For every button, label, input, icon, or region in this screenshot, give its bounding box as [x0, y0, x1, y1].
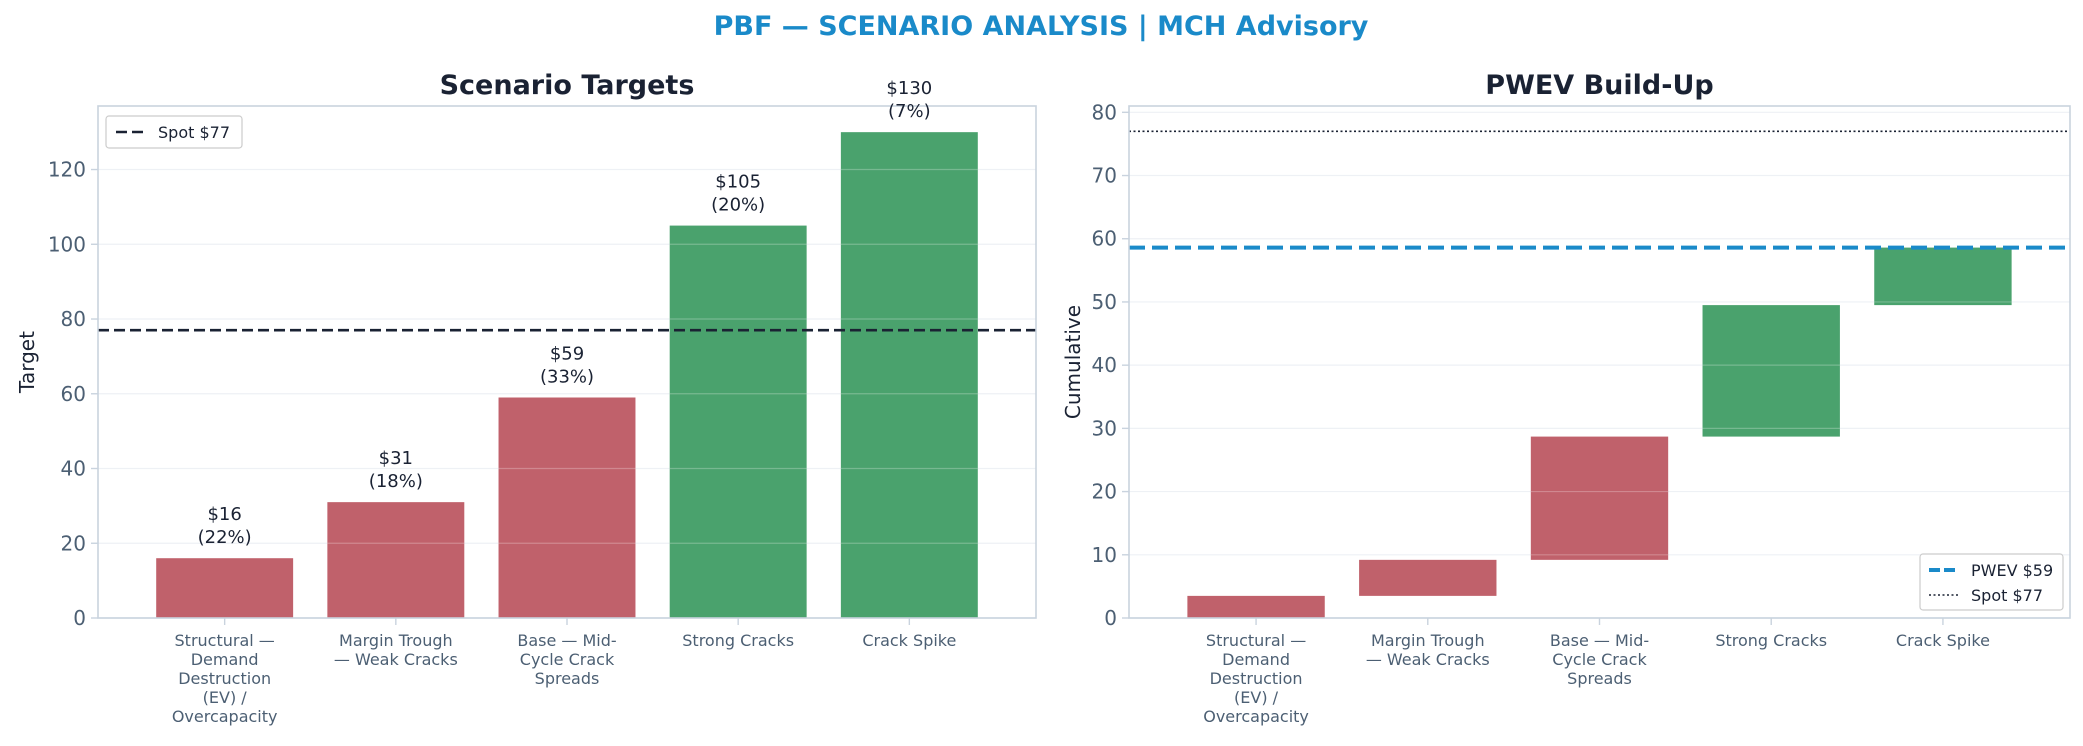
- y-tick-label: 0: [1104, 606, 1117, 630]
- x-tick-label-line: Demand: [191, 650, 259, 669]
- y-tick-label: 60: [1092, 227, 1117, 251]
- x-tick-label-line: Destruction: [1210, 669, 1303, 688]
- x-tick-label: Strong Cracks: [682, 631, 794, 650]
- y-tick-label: 50: [1092, 290, 1117, 314]
- y-tick-label: 80: [1092, 100, 1117, 124]
- bar-value-label-line: $130: [886, 78, 932, 99]
- bar-value-label: $130 (7%): [886, 78, 932, 122]
- bar-value-label-line: (33%): [540, 367, 594, 388]
- x-tick-label-line: Structural —: [175, 631, 275, 650]
- y-tick-label: 80: [61, 307, 86, 331]
- bar: [1530, 436, 1669, 560]
- bars-group: [1187, 247, 2012, 618]
- legend: PWEV $59 Spot $77: [1919, 553, 2064, 611]
- x-tick-label-line: Overcapacity: [1203, 707, 1309, 726]
- legend-box: [1919, 553, 2064, 611]
- x-tick-label-line: (EV) /: [1234, 688, 1279, 707]
- figure-suptitle: PBF — SCENARIO ANALYSIS | MCH Advisory: [714, 11, 1369, 42]
- bar-value-label: $59 (33%): [540, 344, 594, 388]
- x-tick-label: Base — Mid-Cycle Crack Spreads: [517, 631, 616, 688]
- x-tick-label-line: Overcapacity: [172, 707, 278, 726]
- x-tick-label-line: (EV) /: [203, 688, 248, 707]
- x-tick-label: Margin Trough — Weak Cracks: [1366, 631, 1490, 669]
- bar: [327, 502, 465, 618]
- bar: [1359, 559, 1497, 596]
- pwev-buildup-panel: 0 10 20 30 40 50 60 70 80 Structural — Demand Destr…: [1061, 70, 2071, 726]
- x-tick-label-line: Crack Spike: [862, 631, 956, 650]
- legend-label: Spot $77: [1971, 586, 2043, 605]
- x-tick-label-line: Structural —: [1206, 631, 1306, 650]
- y-tick-label: 40: [61, 457, 86, 481]
- x-tick-label: Base — Mid-Cycle Crack Spreads: [1550, 631, 1649, 688]
- x-tick-label-line: Base — Mid-: [517, 631, 616, 650]
- x-tick-label-line: Crack Spike: [1896, 631, 1990, 650]
- x-tick-label-line: Strong Cracks: [682, 631, 794, 650]
- bar-value-label-line: (7%): [888, 101, 931, 122]
- y-tick-label: 10: [1092, 543, 1117, 567]
- bar: [1187, 595, 1325, 618]
- x-tick-label-line: — Weak Cracks: [1366, 650, 1490, 669]
- legend: Spot $77: [105, 115, 243, 149]
- bars-group: [156, 132, 978, 618]
- x-tick-label-line: Spreads: [535, 669, 600, 688]
- bar-value-label-line: $105: [715, 172, 761, 193]
- bar-value-label: $31 (18%): [369, 448, 423, 492]
- x-tick-label: Strong Cracks: [1715, 631, 1827, 650]
- x-tick-label-line: Demand: [1222, 650, 1290, 669]
- bar-value-label-line: (22%): [198, 527, 252, 548]
- y-axis-label: Target: [15, 331, 39, 394]
- bar: [840, 132, 978, 618]
- x-tick-label-line: Cycle Crack: [520, 650, 615, 669]
- bar-value-label-line: (20%): [711, 195, 765, 216]
- bar-value-label-line: $59: [550, 344, 584, 365]
- x-tick-label: Crack Spike: [1896, 631, 1990, 650]
- x-tick-label-line: Spreads: [1567, 669, 1632, 688]
- bar-value-label: $16 (22%): [198, 504, 252, 548]
- x-tick-label-line: Base — Mid-: [1550, 631, 1649, 650]
- y-tick-label: 70: [1092, 164, 1117, 188]
- y-tick-label: 20: [61, 531, 86, 555]
- bar-value-label: $105 (20%): [711, 172, 765, 216]
- y-tick-label: 30: [1092, 416, 1117, 440]
- y-tick-label: 120: [48, 158, 86, 182]
- bar: [156, 558, 294, 618]
- bar: [1874, 247, 2012, 306]
- x-tick-label: Crack Spike: [862, 631, 956, 650]
- bar-value-label-line: (18%): [369, 471, 423, 492]
- y-axis-label: Cumulative: [1061, 305, 1085, 419]
- y-tick-label: 40: [1092, 353, 1117, 377]
- x-tick-label: Margin Trough — Weak Cracks: [334, 631, 458, 669]
- legend-label: Spot $77: [158, 123, 230, 142]
- y-tick-label: 60: [61, 382, 86, 406]
- y-tick-label: 100: [48, 232, 86, 256]
- x-tick-label: Structural — Demand Destruction (EV) / Overc…: [1203, 631, 1309, 726]
- chart-title: PWEV Build-Up: [1485, 70, 1713, 101]
- scenario-targets-panel: 0 20 40 60 80 100 120 Structural — Demand Destruc…: [15, 70, 1037, 726]
- y-tick-label: 0: [73, 606, 86, 630]
- x-tick-label-line: Margin Trough: [339, 631, 453, 650]
- x-tick-label-line: — Weak Cracks: [334, 650, 458, 669]
- bar-value-label-line: $31: [379, 448, 413, 469]
- chart-title: Scenario Targets: [440, 70, 695, 101]
- x-tick-label-line: Cycle Crack: [1552, 650, 1647, 669]
- legend-box: [105, 115, 243, 149]
- x-tick-label-line: Destruction: [178, 669, 271, 688]
- x-tick-label-line: Margin Trough: [1371, 631, 1485, 650]
- bar: [1702, 305, 1840, 437]
- x-tick-label: Structural — Demand Destruction (EV) / Overc…: [172, 631, 278, 726]
- x-tick-label-line: Strong Cracks: [1715, 631, 1827, 650]
- bar: [669, 225, 807, 618]
- legend-label: PWEV $59: [1971, 561, 2053, 580]
- y-tick-label: 20: [1092, 480, 1117, 504]
- bar-value-label-line: $16: [207, 504, 241, 525]
- bar: [498, 397, 636, 618]
